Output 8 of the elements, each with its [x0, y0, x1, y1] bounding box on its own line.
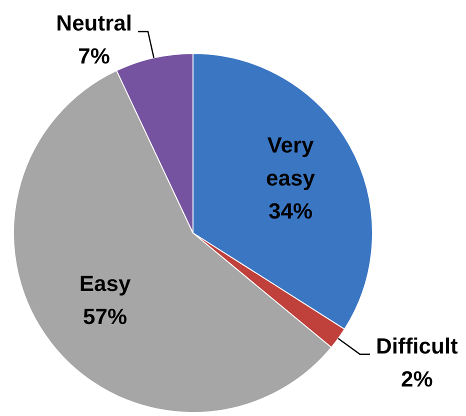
data-label: 57% — [83, 304, 128, 329]
slice-label: Easy — [79, 270, 132, 296]
data-label: 34% — [268, 198, 313, 224]
slice-label: Difficult — [376, 333, 459, 358]
data-label: 7% — [78, 44, 110, 69]
slice-label: Neutral — [56, 10, 132, 36]
data-label: 2% — [401, 366, 433, 392]
slice-label: Very easy — [266, 132, 316, 190]
